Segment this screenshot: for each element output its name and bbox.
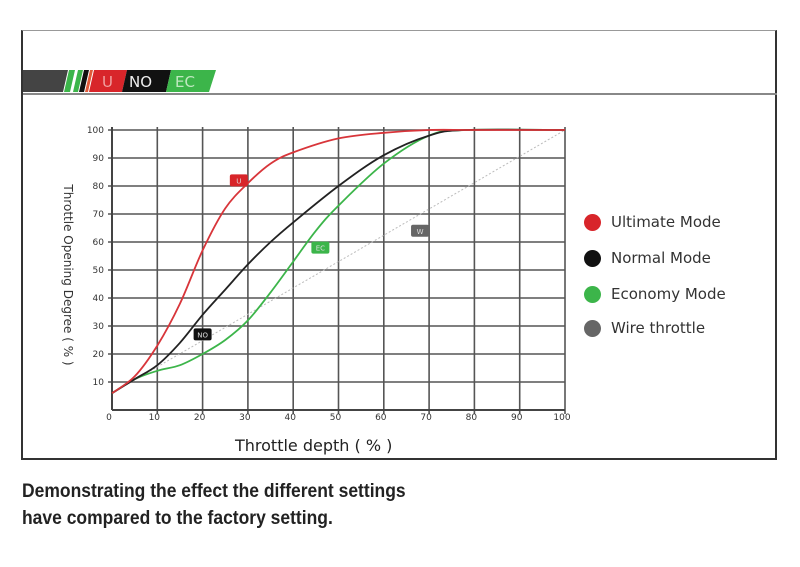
y-tick-label: 60 [93,238,105,248]
banner-no-text: NO [129,73,152,91]
x-axis-label: Throttle depth ( % ) [235,436,393,455]
ultimate-dot-icon [584,213,601,231]
y-tick-label: 100 [87,126,104,136]
y-tick-label: 70 [93,210,105,220]
x-tick-label: 20 [194,413,206,423]
x-tick-label: 10 [149,413,161,423]
ultimate-tag-label: U [236,177,241,185]
x-tick-label: 50 [330,413,342,423]
normal-series-line [111,128,566,394]
x-tick-label: 40 [284,413,296,423]
banner-ec-text: EC [175,73,195,91]
y-tick-label: 50 [93,266,105,276]
normal-tag-label: NO [197,331,208,339]
banner-ec [166,70,216,92]
normal-tag-box [193,328,212,341]
normal-dot-icon [584,249,601,267]
x-tick-label: 70 [420,413,432,423]
legend-item-wire: Wire throttle [584,319,705,337]
legend-item-ultimate: Ultimate Mode [584,213,721,231]
y-axis-label: Throttle Opening Degree ( % ) [61,184,75,366]
legend-label: Ultimate Mode [611,213,721,231]
x-tick-label: 30 [239,413,251,423]
caption-line-1: Demonstrating the effect the different s… [22,481,406,502]
wire-tag-box [411,224,430,237]
legend-item-normal: Normal Mode [584,249,711,267]
wire-dot-icon [584,319,601,337]
x-tick-label: 90 [511,413,523,423]
banner-divider [23,93,777,95]
x-tick-label: 0 [106,413,112,423]
y-tick-label: 90 [93,154,105,164]
x-tick-label: 60 [375,413,387,423]
y-tick-label: 30 [93,322,105,332]
chart-frame [21,30,777,460]
y-tick-label: 40 [93,294,105,304]
legend-label: Wire throttle [611,319,706,337]
economy-tag-box [311,241,330,254]
legend-label: Normal Mode [611,249,711,267]
mode-banner: U NO EC [23,70,216,92]
y-tick-label: 10 [93,378,105,388]
ultimate-tag-box [229,174,248,187]
caption: Demonstrating the effect the different s… [22,478,406,532]
x-tick-label: 80 [466,413,478,423]
x-tick-label: 100 [553,413,570,423]
economy-tag-label: EC [316,245,325,253]
banner-u-text: U [102,73,113,91]
y-tick-label: 20 [93,350,105,360]
caption-line-2: have compared to the factory setting. [22,508,333,529]
banner-no [122,70,171,92]
ultimate-series-line [111,128,565,394]
legend-item-economy: Economy Mode [584,285,726,303]
wire-tag-label: W [417,228,424,236]
legend-label: Economy Mode [611,285,726,303]
y-tick-label: 80 [93,182,105,192]
economy-dot-icon [584,285,601,303]
wire-series-line [111,129,566,394]
banner-u [89,70,127,92]
